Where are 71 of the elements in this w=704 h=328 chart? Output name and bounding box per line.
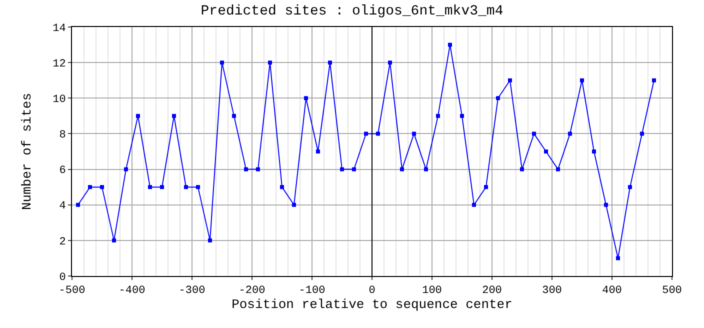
y-tick-label: 2	[59, 236, 66, 248]
point	[520, 167, 524, 172]
point	[268, 60, 272, 65]
point	[232, 114, 236, 118]
point	[556, 167, 560, 172]
point	[160, 185, 164, 190]
point	[640, 132, 644, 136]
chart-title: Predicted sites : oligos_6nt_mkv3_m4	[200, 4, 504, 20]
point	[328, 60, 332, 65]
point	[100, 185, 104, 190]
x-tick-label: 300	[542, 285, 562, 298]
x-tick-label: 400	[602, 285, 622, 298]
point	[88, 185, 92, 190]
point	[400, 167, 404, 172]
point	[628, 185, 632, 190]
y-tick-label: 14	[52, 22, 66, 35]
point	[424, 167, 428, 172]
x-tick-label: -100	[298, 285, 326, 298]
y-tick-label: 0	[59, 272, 66, 284]
point	[304, 96, 308, 100]
x-tick-label: 100	[422, 285, 442, 298]
point	[376, 132, 380, 136]
point	[292, 202, 296, 207]
x-tick-label: 500	[662, 285, 682, 298]
y-tick-label: 8	[59, 130, 66, 142]
point	[184, 185, 188, 190]
y-tick-label: 6	[59, 165, 66, 178]
x-tick-label: -200	[238, 285, 266, 298]
point	[436, 114, 440, 118]
y-axis-title: Number of sites	[20, 92, 35, 210]
point	[388, 60, 392, 65]
point	[484, 185, 488, 190]
point	[460, 114, 464, 118]
point	[220, 60, 224, 65]
point	[352, 167, 356, 172]
point	[340, 167, 344, 172]
point	[472, 202, 476, 207]
point	[544, 150, 548, 154]
point	[616, 256, 620, 260]
point	[244, 167, 248, 172]
point	[316, 150, 320, 154]
point	[208, 238, 212, 242]
x-tick-label: 200	[482, 285, 502, 298]
point	[76, 202, 80, 207]
x-axis-title: Position relative to sequence center	[232, 297, 512, 312]
point	[280, 185, 284, 190]
point	[448, 42, 452, 47]
point	[412, 132, 416, 136]
point	[568, 132, 572, 136]
point	[136, 114, 140, 118]
y-tick-label: 4	[59, 200, 66, 213]
point	[532, 132, 536, 136]
point	[508, 78, 512, 82]
point	[112, 238, 116, 242]
point	[652, 78, 656, 82]
point	[124, 167, 128, 172]
point	[604, 202, 608, 207]
x-tick-label: -500	[58, 285, 86, 298]
point	[364, 132, 368, 136]
point	[592, 150, 596, 154]
x-tick-label: -300	[178, 285, 206, 298]
point	[496, 96, 500, 100]
point	[256, 167, 260, 172]
point	[172, 114, 176, 118]
x-tick-label: -400	[118, 285, 146, 298]
point	[148, 185, 152, 190]
y-tick-label: 12	[52, 58, 66, 70]
x-tick-label: 0	[368, 285, 376, 298]
point	[580, 78, 584, 82]
point	[196, 185, 200, 190]
y-tick-label: 10	[52, 94, 66, 106]
